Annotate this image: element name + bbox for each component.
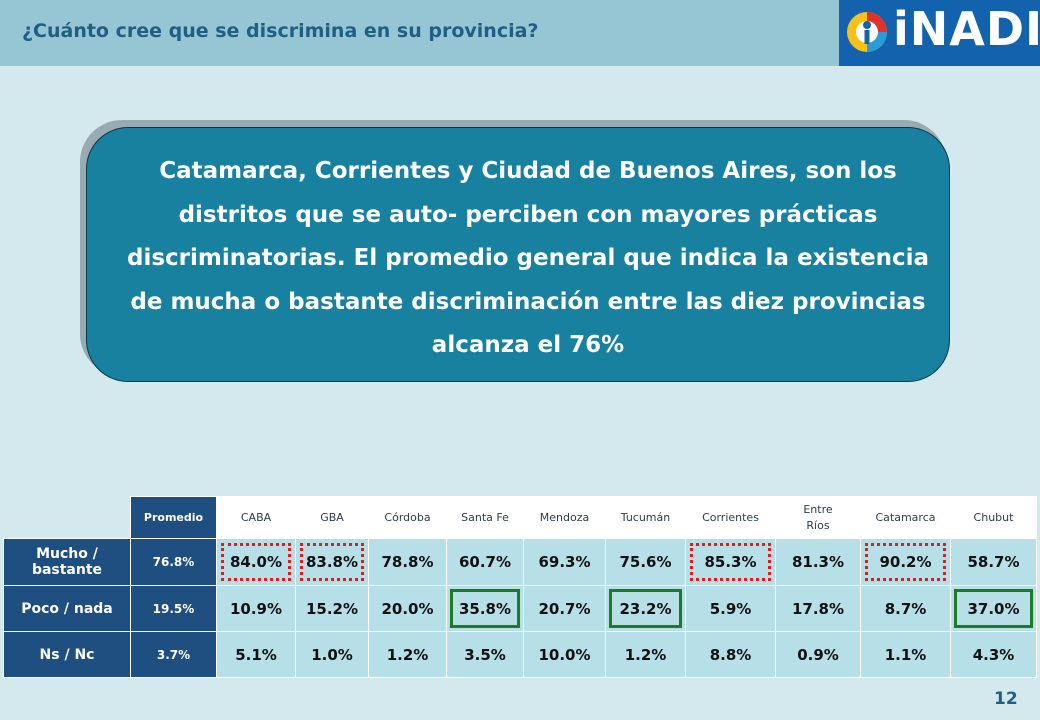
column-header-text: Entre Ríos	[803, 502, 833, 532]
table-row: Ns / Nc 3.7% 5.1% 1.0% 1.2% 3.5% 10.0% 1…	[3, 631, 1037, 678]
table-cell: 5.1%	[216, 631, 296, 678]
table-cell: 10.9%	[216, 585, 296, 632]
table-cell: 10.0%	[523, 631, 606, 678]
column-header: Chubut	[950, 496, 1037, 539]
table-row: Poco / nada 19.5% 10.9% 15.2% 20.0% 35.8…	[3, 585, 1037, 632]
column-header: Corrientes	[685, 496, 776, 539]
row-label: Ns / Nc	[3, 631, 131, 678]
table-cell: 3.5%	[446, 631, 524, 678]
table-cell: 8.8%	[685, 631, 776, 678]
row-label: Poco / nada	[3, 585, 131, 632]
logo-wordmark: iNADI	[893, 2, 1040, 56]
table-cell: 78.8%	[368, 538, 447, 586]
column-header: GBA	[295, 496, 369, 539]
table-cell: 84.0%	[216, 538, 296, 586]
table-cell: 58.7%	[950, 538, 1037, 586]
column-header: Santa Fe	[446, 496, 524, 539]
page-number: 12	[994, 689, 1018, 709]
callout-text: Catamarca, Corrientes y Ciudad de Buenos…	[127, 158, 929, 358]
table-header-row: Promedio CABA GBA Córdoba Santa Fe Mendo…	[4, 496, 1037, 539]
table-cell: 0.9%	[775, 631, 861, 678]
average-cell: 19.5%	[130, 585, 217, 632]
table-cell: 4.3%	[950, 631, 1037, 678]
table-cell: 1.2%	[605, 631, 686, 678]
table-cell: 20.0%	[368, 585, 447, 632]
table-cell: 5.9%	[685, 585, 776, 632]
average-cell: 76.8%	[130, 538, 217, 586]
callout-box	[86, 127, 950, 382]
table-cell: 20.7%	[523, 585, 606, 632]
inadi-logo: iNADI	[839, 0, 1040, 66]
table-cell: 8.7%	[860, 585, 951, 632]
table-cell: 1.1%	[860, 631, 951, 678]
table-cell: 17.8%	[775, 585, 861, 632]
table-cell: 37.0%	[950, 585, 1037, 632]
table-cell: 1.0%	[295, 631, 369, 678]
page-title: ¿Cuánto cree que se discrimina en su pro…	[22, 20, 539, 42]
table-cell: 81.3%	[775, 538, 861, 586]
table-cell: 1.2%	[368, 631, 447, 678]
globe-icon	[847, 12, 887, 52]
column-header: Mendoza	[523, 496, 606, 539]
column-header: Córdoba	[368, 496, 447, 539]
row-label: Mucho / bastante	[3, 538, 131, 586]
table-cell: 35.8%	[446, 585, 524, 632]
table-cell: 60.7%	[446, 538, 524, 586]
column-header: Catamarca	[860, 496, 951, 539]
column-header: Tucumán	[605, 496, 686, 539]
average-cell: 3.7%	[130, 631, 217, 678]
column-header: CABA	[216, 496, 296, 539]
results-table: Promedio CABA GBA Córdoba Santa Fe Mendo…	[3, 496, 1037, 678]
table-cell: 85.3%	[685, 538, 776, 586]
column-header: Entre Ríos	[775, 496, 861, 539]
table-cell: 15.2%	[295, 585, 369, 632]
row-label-text: Mucho / bastante	[31, 546, 103, 578]
table-cell: 90.2%	[860, 538, 951, 586]
table-row: Mucho / bastante 76.8% 84.0% 83.8% 78.8%…	[3, 538, 1037, 586]
column-header: Promedio	[130, 496, 217, 539]
corner-cell	[4, 497, 131, 539]
table-cell: 69.3%	[523, 538, 606, 586]
table-cell: 83.8%	[295, 538, 369, 586]
table-cell: 75.6%	[605, 538, 686, 586]
table-cell: 23.2%	[605, 585, 686, 632]
